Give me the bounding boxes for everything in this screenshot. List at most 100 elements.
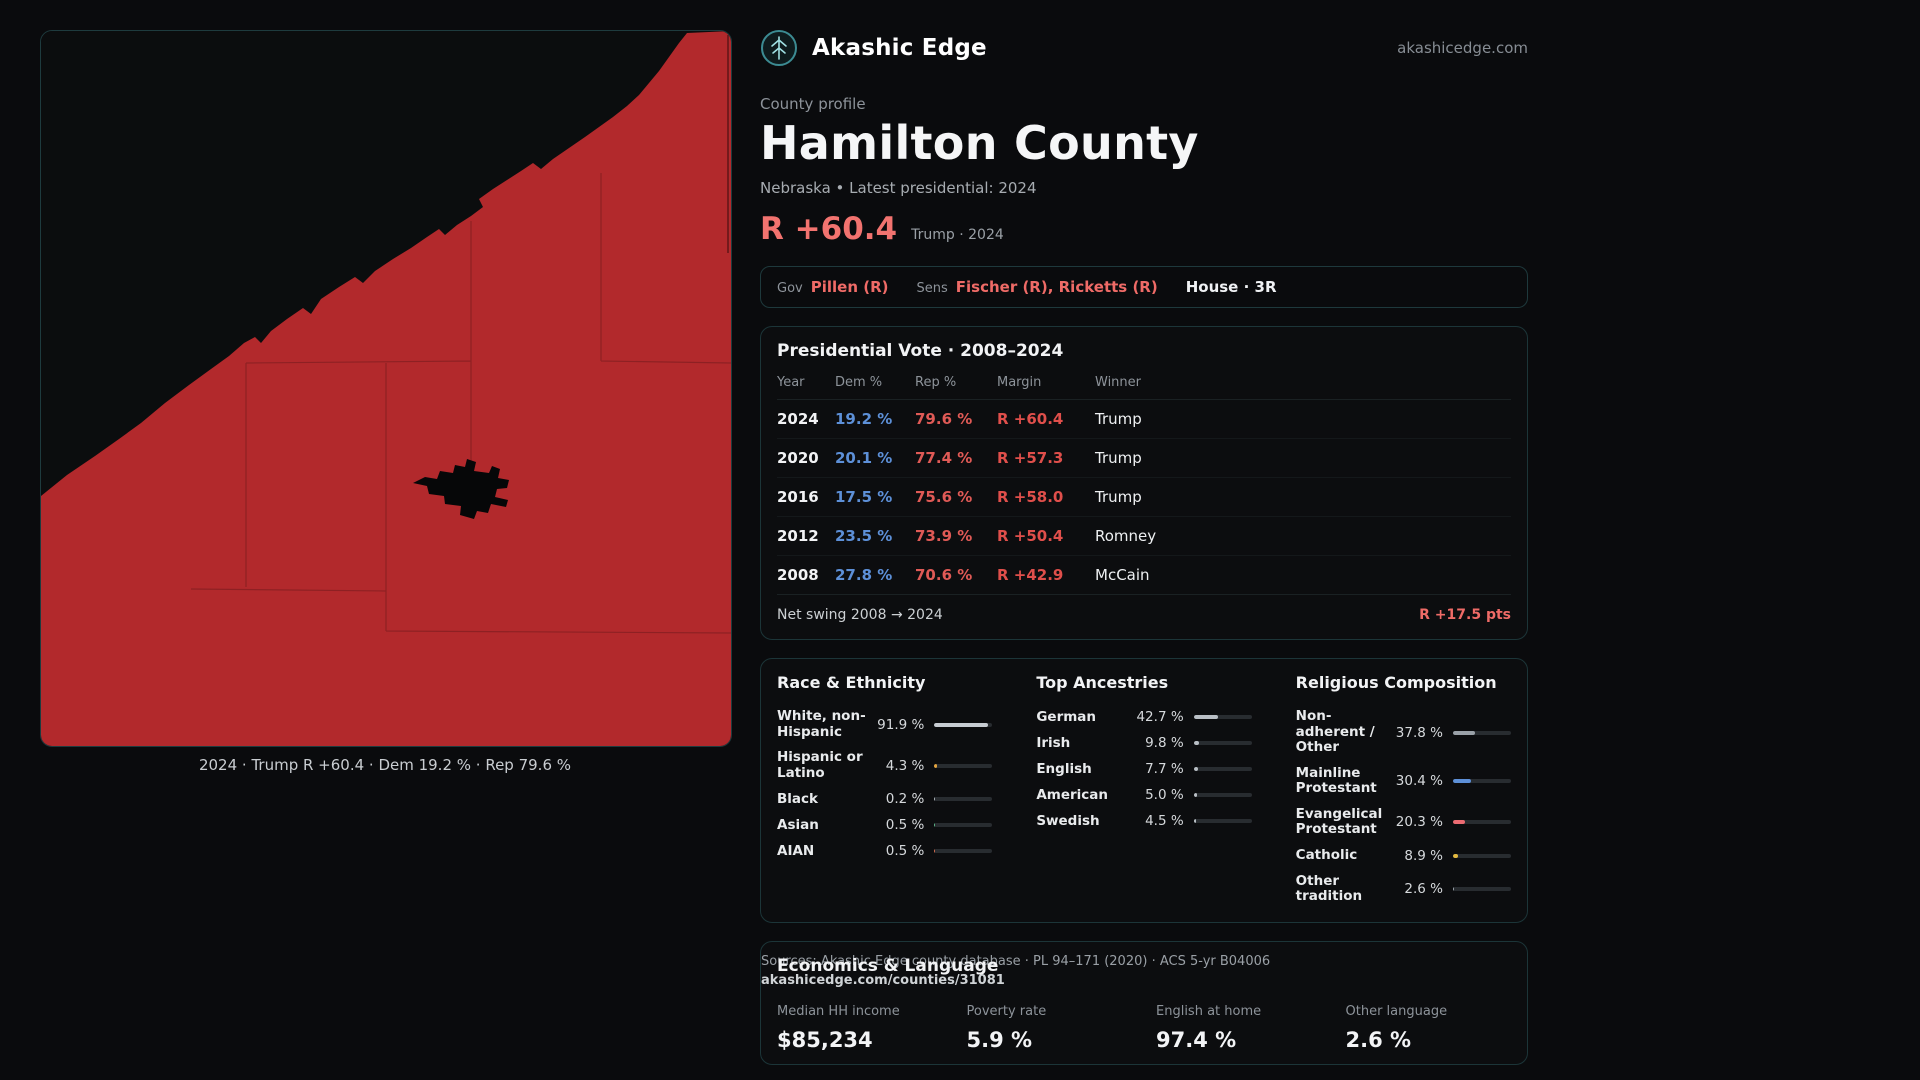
sources-block: Sources: Akashic Edge county database · … [761, 953, 1270, 991]
demo-row: English 7.7 % [1036, 756, 1252, 782]
vote-cell-dem: 23.5 % [835, 516, 915, 557]
demo-row-value: 4.5 % [1145, 813, 1184, 830]
demo-row-value: 30.4 % [1395, 773, 1443, 790]
vote-cell-margin: R +60.4 [997, 399, 1095, 440]
demo-bar-fill [1193, 741, 1200, 746]
demographics-grid: Race & Ethnicity White, non-Hispanic 91.9… [777, 673, 1511, 910]
page-title: Hamilton County [760, 116, 1199, 170]
demo-row-label: Hispanic or Latino [777, 749, 863, 781]
race-column: Race & Ethnicity White, non-Hispanic 91.9… [777, 673, 993, 910]
governor-value: Pillen (R) [810, 278, 889, 297]
demo-row: AIAN 0.5 % [777, 838, 993, 864]
demo-row-label: Asian [777, 816, 819, 833]
demo-row: Asian 0.5 % [777, 812, 993, 838]
demo-row-value: 20.3 % [1395, 814, 1443, 831]
economics-field-value: 97.4 % [1156, 1027, 1237, 1052]
economics-grid: Median HH income $85,234 Poverty rate 5.9 %… [777, 1004, 1511, 1052]
vote-cell-dem: 20.1 % [835, 438, 915, 479]
vote-cell-year: 2020 [777, 438, 835, 479]
vote-cell-rep: 70.6 % [915, 566, 973, 585]
demo-row: German 42.7 % [1036, 704, 1252, 730]
sources-line: Sources: Akashic Edge county database · … [761, 953, 1271, 969]
governor-group: Gov Pillen (R) [777, 278, 889, 296]
demo-bar-track [1193, 793, 1252, 798]
vote-cell-margin: R +57.3 [997, 438, 1095, 479]
vote-cell-year: 2024 [777, 399, 835, 440]
demo-row-value: 7.7 % [1145, 761, 1184, 778]
vote-cell-rep: 75.6 % [915, 477, 997, 518]
vote-cell-margin: R +42.9 [997, 566, 1064, 585]
demo-row: Evangelical Protestant 20.3 % [1296, 802, 1511, 843]
demo-bar-track [934, 797, 993, 802]
vote-table-body: 2024 19.2 % 79.6 % R +60.4 Trump 2020 20.1 % 77… [777, 399, 1511, 595]
eyebrow-label: County profile [760, 95, 866, 113]
demo-bar-track [934, 823, 993, 828]
sources-permalink: akashicedge.com/counties/31081 [761, 972, 1005, 988]
vote-card-title: Presidential Vote · 2008–2024 [777, 341, 1064, 362]
economics-field-value: 5.9 % [966, 1027, 1033, 1052]
county-shape [41, 31, 731, 746]
demo-bar-track [1193, 819, 1252, 824]
vote-row: 2024 19.2 % 79.6 % R +60.4 Trump [777, 399, 1511, 440]
map-caption: 2024 · Trump R +60.4 · Dem 19.2 % · Rep … [198, 756, 572, 774]
demo-row-label: Catholic [1295, 847, 1358, 864]
vote-cell-rep: 79.6 % [915, 399, 997, 440]
officials-strip: Gov Pillen (R) Sens Fischer (R), Rickett… [760, 266, 1528, 309]
vote-cell-year: 2008 [777, 566, 819, 585]
religion-column: Religious Composition Non-adherent / Oth… [1296, 673, 1511, 910]
demo-row: Black 0.2 % [777, 786, 993, 812]
ancestries-list: German 42.7 % Irish 9.8 % English 7.7 % Americ… [1036, 704, 1252, 834]
vote-header-row: Year Dem % Rep % Margin Winner [777, 365, 1511, 401]
demo-row: Hispanic or Latino 4.3 % [777, 745, 993, 786]
headline-margin: R +60.4 Trump · 2024 [760, 211, 1528, 247]
demo-row-value: 42.7 % [1136, 709, 1184, 726]
demo-bar-fill [1193, 793, 1197, 798]
religion-title: Religious Composition [1295, 673, 1497, 693]
economics-field-label: Other language [1345, 1003, 1448, 1019]
col-dem: Dem % [835, 365, 915, 401]
vote-cell-winner: Romney [1095, 516, 1511, 557]
demo-row-label: Swedish [1036, 812, 1100, 829]
headline-margin-value: R +60.4 [760, 211, 898, 248]
demo-row-label: Evangelical Protestant [1295, 805, 1383, 838]
economics-field: Other language 2.6 % [1346, 1004, 1512, 1052]
demo-row-value: 0.5 % [885, 843, 925, 860]
demo-row: Non-adherent / Other 37.8 % [1296, 704, 1511, 761]
demo-bar-track [1193, 715, 1252, 720]
demo-row-label: Irish [1036, 734, 1071, 751]
senators-label: Sens [916, 281, 948, 297]
demo-row-value: 4.3 % [885, 757, 925, 774]
demo-row: Mainline Protestant 30.4 % [1296, 761, 1511, 802]
profile-column: Akashic Edge akashicedge.com County prof… [760, 28, 1528, 1065]
vote-row: 2020 20.1 % 77.4 % R +57.3 Trump [777, 438, 1511, 479]
presidential-vote-card: Presidential Vote · 2008–2024 Year Dem %… [760, 326, 1528, 641]
demo-bar-fill [934, 823, 936, 828]
ancestries-column: Top Ancestries German 42.7 % Irish 9.8 % Eng… [1036, 673, 1252, 910]
demo-bar-track [1193, 741, 1252, 746]
vote-cell-year: 2012 [777, 516, 835, 557]
demo-bar-fill [934, 722, 988, 727]
race-list: White, non-Hispanic 91.9 % Hispanic or Lat… [777, 704, 993, 864]
demo-row-label: Non-adherent / Other [1295, 708, 1375, 756]
demo-bar-fill [1193, 819, 1197, 824]
demo-bar-fill [1452, 853, 1459, 858]
demo-bar-track [1193, 767, 1252, 772]
demo-bar-track [934, 849, 993, 854]
demo-row-value: 91.9 % [877, 716, 925, 733]
demo-row: White, non-Hispanic 91.9 % [777, 704, 993, 745]
demo-bar-track [1452, 887, 1511, 892]
demo-bar-fill [1193, 715, 1219, 720]
demo-bar-track [1452, 730, 1511, 735]
demo-row-label: White, non-Hispanic [777, 708, 866, 740]
vote-cell-winner: McCain [1095, 566, 1150, 585]
vote-cell-rep: 73.9 % [915, 516, 997, 557]
vote-cell-dem: 27.8 % [835, 566, 893, 585]
demo-row-label: German [1036, 708, 1097, 725]
demo-bar-fill [934, 849, 936, 854]
economics-field-value: $85,234 [777, 1027, 873, 1052]
demo-bar-fill [1452, 820, 1465, 825]
headline-margin-context: Trump · 2024 [911, 227, 1004, 244]
site-domain-link[interactable]: akashicedge.com [1397, 39, 1528, 57]
demo-row: Swedish 4.5 % [1036, 808, 1252, 834]
house-group: House · 3R [1186, 278, 1277, 296]
